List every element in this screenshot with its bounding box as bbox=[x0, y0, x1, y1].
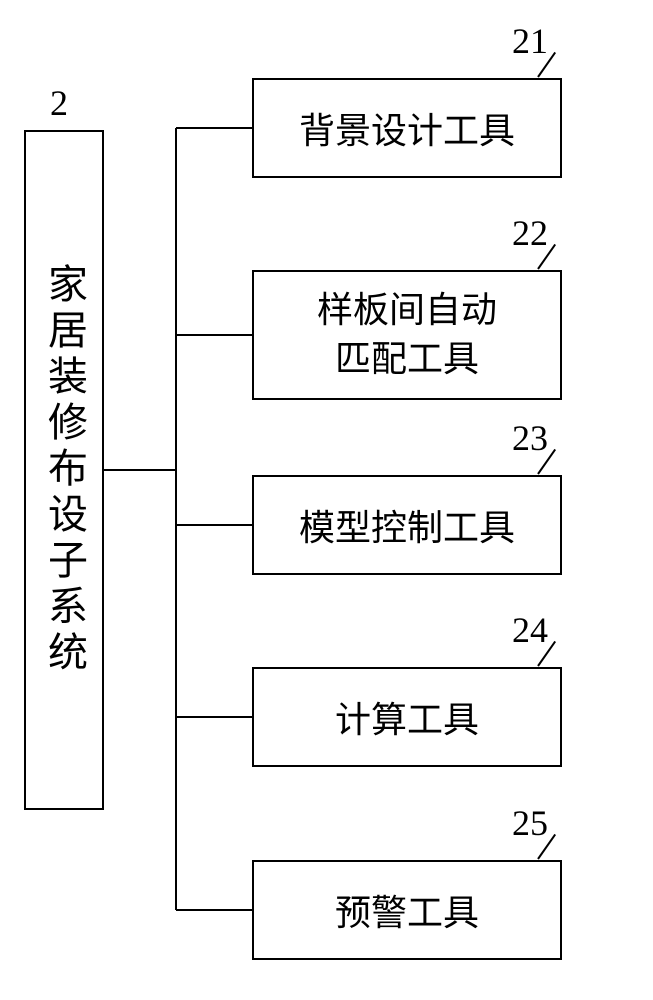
child-node-21: 背景设计工具 bbox=[252, 78, 562, 178]
root-node: 家居装修布设子系统 bbox=[24, 130, 104, 810]
root-node-number: 2 bbox=[50, 82, 68, 124]
child-node-number-24: 24 bbox=[512, 609, 548, 651]
child-node-22: 样板间自动匹配工具 bbox=[252, 270, 562, 400]
child-node-number-25: 25 bbox=[512, 802, 548, 844]
diagram-canvas: 家居装修布设子系统 2 背景设计工具 21 样板间自动匹配工具 22 模型控制工具 23 计… bbox=[0, 0, 653, 1000]
child-node-label: 计算工具 bbox=[335, 691, 479, 743]
child-node-24: 计算工具 bbox=[252, 667, 562, 767]
child-node-label: 样板间自动匹配工具 bbox=[317, 286, 497, 383]
child-node-label: 模型控制工具 bbox=[299, 499, 515, 551]
child-node-25: 预警工具 bbox=[252, 860, 562, 960]
child-node-number-23: 23 bbox=[512, 417, 548, 459]
child-node-number-22: 22 bbox=[512, 212, 548, 254]
child-node-label: 背景设计工具 bbox=[299, 102, 515, 154]
root-node-label: 家居装修布设子系统 bbox=[35, 263, 93, 677]
child-node-number-21: 21 bbox=[512, 20, 548, 62]
child-node-label: 预警工具 bbox=[335, 884, 479, 936]
child-node-23: 模型控制工具 bbox=[252, 475, 562, 575]
